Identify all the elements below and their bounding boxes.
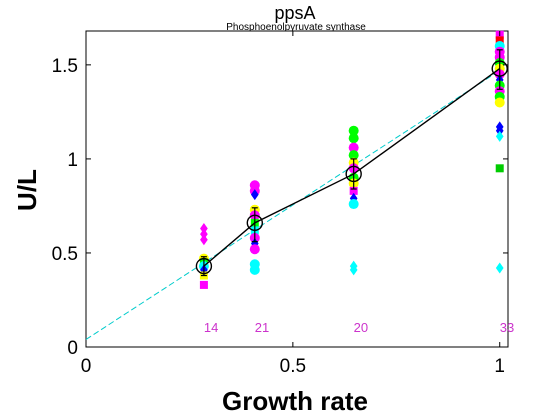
scatter-point bbox=[495, 130, 504, 142]
mean-marker bbox=[246, 214, 264, 232]
scatter-point bbox=[348, 125, 359, 136]
scatter-point bbox=[200, 234, 208, 246]
scatter-point bbox=[200, 228, 208, 240]
x-axis-label: Growth rate bbox=[222, 386, 368, 416]
scatter-point bbox=[349, 186, 358, 195]
scatter-point bbox=[348, 150, 359, 161]
scatter-point bbox=[250, 189, 259, 201]
scatter-point bbox=[348, 199, 359, 210]
scatter-point bbox=[349, 264, 358, 276]
scatter-point bbox=[200, 223, 208, 234]
x-tick-label: 1 bbox=[494, 356, 505, 377]
y-tick-label: 1 bbox=[67, 150, 78, 171]
count-label: 33 bbox=[500, 320, 514, 335]
scatter-point bbox=[495, 164, 504, 173]
count-label: 14 bbox=[204, 320, 218, 335]
y-tick-label: 1.5 bbox=[52, 56, 78, 77]
count-label: 20 bbox=[354, 320, 368, 335]
chart-title: ppsA bbox=[274, 3, 315, 23]
scatter-point bbox=[495, 125, 504, 137]
mean-marker bbox=[491, 60, 508, 77]
x-tick-label: 0 bbox=[81, 356, 92, 377]
y-tick-label: 0 bbox=[67, 338, 78, 359]
fit-line bbox=[85, 70, 500, 340]
chart-subtitle: Phosphoenolpyruvate synthase bbox=[226, 22, 366, 33]
count-label: 21 bbox=[255, 320, 269, 335]
mean-line bbox=[203, 68, 501, 267]
mean-marker bbox=[195, 257, 213, 275]
x-tick-label: 0.5 bbox=[280, 356, 306, 377]
scatter-point bbox=[495, 36, 504, 45]
scatter-point bbox=[199, 280, 208, 289]
scatter-point bbox=[494, 97, 505, 108]
plot-area bbox=[85, 30, 509, 348]
scatter-point bbox=[348, 133, 359, 144]
scatter-point bbox=[495, 262, 504, 274]
scatter-point bbox=[349, 192, 358, 204]
y-axis-label: U/L bbox=[12, 169, 42, 211]
mean-marker bbox=[345, 165, 362, 183]
scatter-point bbox=[249, 264, 260, 275]
scatter-point bbox=[348, 142, 359, 153]
y-tick-label: 0.5 bbox=[52, 244, 78, 265]
scatter-point bbox=[249, 244, 260, 255]
